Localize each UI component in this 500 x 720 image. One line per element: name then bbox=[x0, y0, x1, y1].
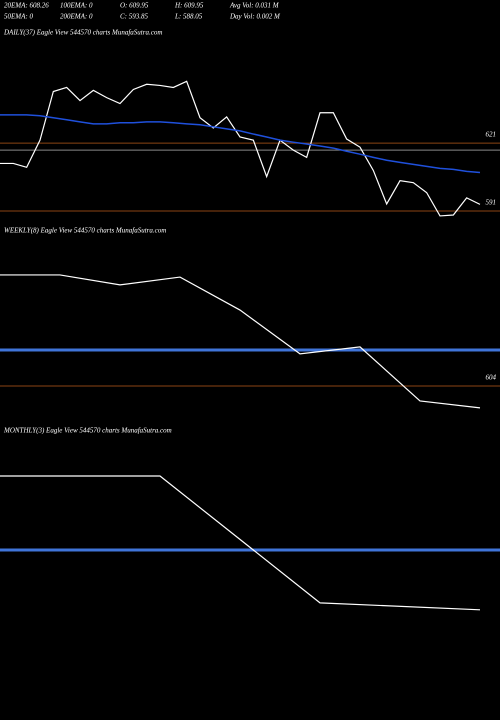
panel-title: MONTHLY(3) Eagle View 544570 charts Muna… bbox=[3, 427, 172, 435]
header-stat: Day Vol: 0.002 M bbox=[229, 13, 281, 21]
level-label: 604 bbox=[486, 374, 497, 382]
header-stat: 200EMA: 0 bbox=[60, 13, 93, 21]
price-line bbox=[0, 114, 481, 174]
header-stat: 100EMA: 0 bbox=[60, 2, 93, 10]
header-stat: 50EMA: 0 bbox=[4, 13, 33, 21]
panel-title: WEEKLY(8) Eagle View 544570 charts Munaf… bbox=[4, 227, 166, 235]
header-stat: Avg Vol: 0.031 M bbox=[229, 2, 280, 10]
header-stat: 20EMA: 608.26 bbox=[4, 2, 49, 10]
panel-title: DAILY(37) Eagle View 544570 charts Munaf… bbox=[3, 29, 162, 37]
header-stat: L: 588.05 bbox=[174, 13, 203, 21]
price-line bbox=[0, 475, 481, 611]
price-line bbox=[0, 80, 481, 217]
level-label: 621 bbox=[486, 131, 497, 139]
header-stat: C: 593.85 bbox=[120, 13, 149, 21]
level-label: 591 bbox=[486, 199, 497, 207]
header-stat: O: 609.95 bbox=[120, 2, 149, 10]
price-line bbox=[0, 274, 481, 409]
header-stat: H: 609.95 bbox=[174, 2, 204, 10]
